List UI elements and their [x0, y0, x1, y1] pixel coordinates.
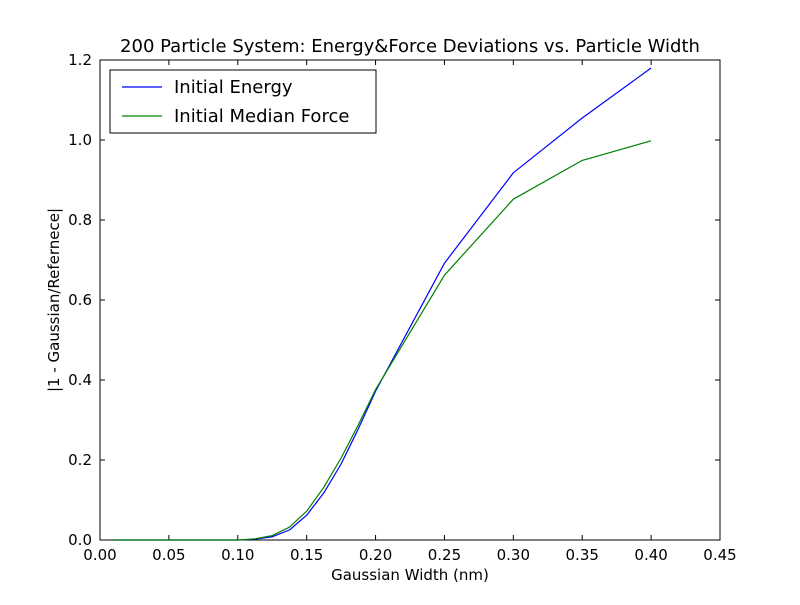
x-tick-label: 0.10 — [221, 546, 254, 564]
x-tick-label: 0.00 — [83, 546, 116, 564]
x-tick-label: 0.05 — [152, 546, 185, 564]
legend-label: Initial Median Force — [174, 106, 349, 127]
x-tick-label: 0.20 — [359, 546, 392, 564]
x-axis-label: Gaussian Width (nm) — [331, 566, 489, 584]
y-tick-label: 0.0 — [68, 531, 92, 549]
y-tick-label: 0.4 — [68, 371, 92, 389]
x-tick-label: 0.35 — [566, 546, 599, 564]
y-tick-label: 0.2 — [68, 451, 92, 469]
x-tick-label: 0.25 — [428, 546, 461, 564]
x-tick-label: 0.40 — [634, 546, 667, 564]
y-tick-label: 0.6 — [68, 291, 92, 309]
x-tick-label: 0.30 — [497, 546, 530, 564]
x-tick-label: 0.15 — [290, 546, 323, 564]
y-tick-label: 1.0 — [68, 131, 92, 149]
series-line-initial-median-force — [113, 140, 652, 541]
y-tick-label: 1.2 — [68, 51, 92, 69]
legend-box — [109, 69, 377, 134]
legend-label: Initial Energy — [174, 77, 293, 98]
x-tick-label: 0.45 — [703, 546, 736, 564]
plot-area: 0.00 0.05 0.10 0.15 0.20 0.25 0.30 0.35 0.40 0.45… — [68, 51, 737, 564]
y-tick-label: 0.8 — [68, 211, 92, 229]
y-axis-label: |1 - Gaussian/Refernece| — [45, 208, 63, 392]
chart-title: 200 Particle System: Energy&Force Deviat… — [120, 36, 700, 57]
